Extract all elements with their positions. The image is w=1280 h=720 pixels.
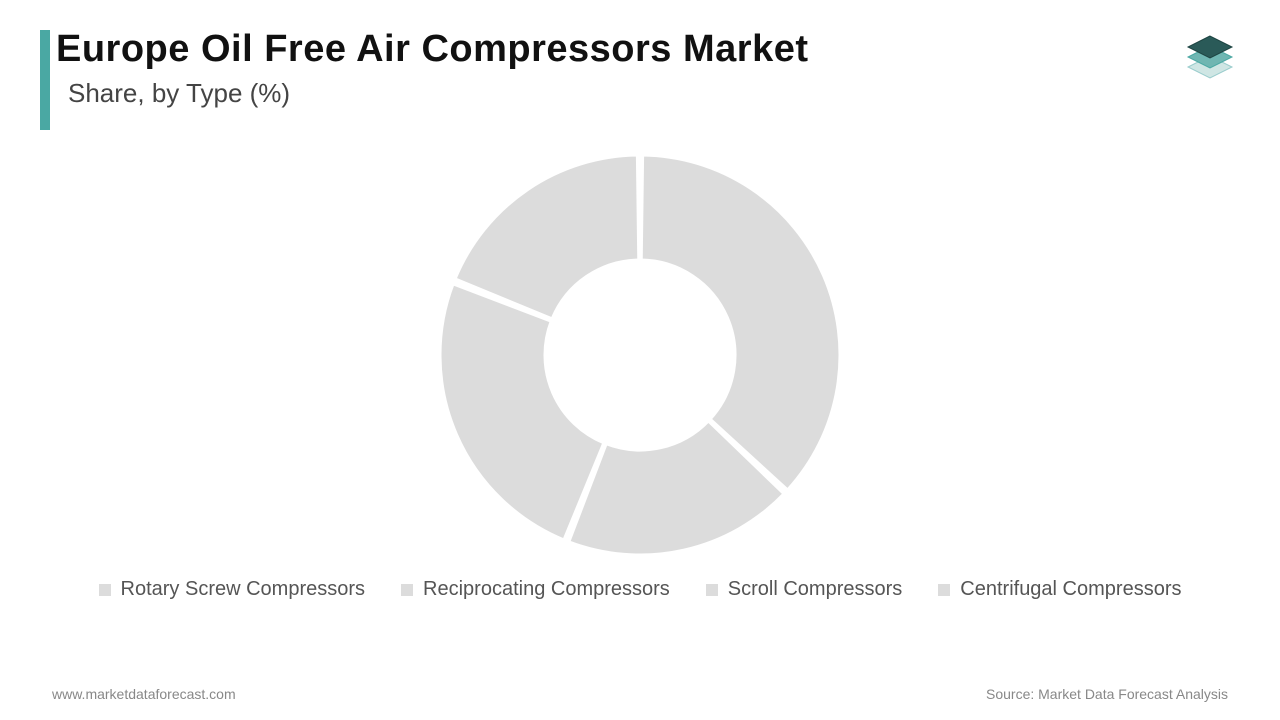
donut-chart-svg <box>0 150 1280 560</box>
stacked-layers-icon <box>1180 22 1240 82</box>
legend-label: Centrifugal Compressors <box>960 578 1181 601</box>
legend-item: Reciprocating Compressors <box>401 578 670 601</box>
legend-item: Scroll Compressors <box>706 578 902 601</box>
legend-swatch <box>401 584 413 596</box>
footer-source: Source: Market Data Forecast Analysis <box>986 686 1228 702</box>
page-subtitle: Share, by Type (%) <box>68 78 290 109</box>
legend-label: Scroll Compressors <box>728 578 902 601</box>
brand-logo <box>1180 22 1240 87</box>
donut-chart <box>0 150 1280 560</box>
donut-slice <box>641 155 840 490</box>
title-accent-bar <box>40 30 50 130</box>
legend-swatch <box>99 584 111 596</box>
donut-slice <box>440 284 604 540</box>
legend-item: Rotary Screw Compressors <box>99 578 366 601</box>
legend-label: Reciprocating Compressors <box>423 578 670 601</box>
legend-label: Rotary Screw Compressors <box>121 578 366 601</box>
legend-item: Centrifugal Compressors <box>938 578 1181 601</box>
chart-legend: Rotary Screw Compressors Reciprocating Co… <box>0 578 1280 601</box>
legend-swatch <box>938 584 950 596</box>
page: Europe Oil Free Air Compressors Market S… <box>0 0 1280 720</box>
legend-swatch <box>706 584 718 596</box>
footer-url: www.marketdataforecast.com <box>52 686 236 702</box>
page-title: Europe Oil Free Air Compressors Market <box>56 28 809 71</box>
